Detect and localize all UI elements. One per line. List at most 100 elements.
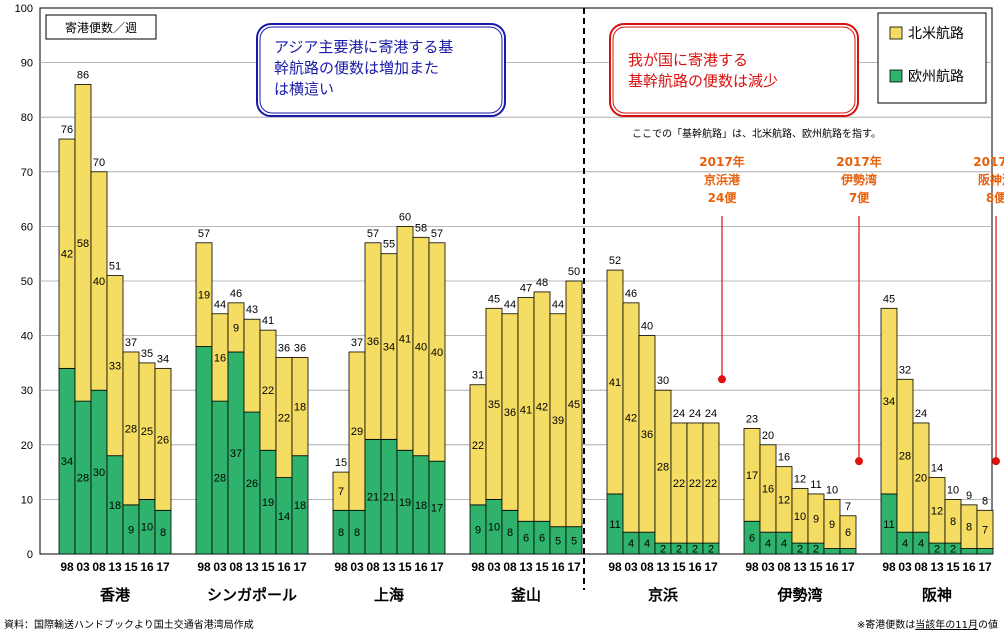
year-label: 15: [672, 560, 686, 574]
year-label: 15: [124, 560, 138, 574]
total-label: 41: [262, 315, 274, 327]
value-label-eu: 2: [797, 544, 803, 556]
year-label: 08: [777, 560, 791, 574]
year-label: 03: [761, 560, 775, 574]
callout-line: アジア主要港に寄港する基: [274, 38, 453, 56]
year-label: 08: [92, 560, 106, 574]
y-axis: 0 10 20 30 40 50 60 70 80 90 100: [15, 3, 33, 561]
value-label-na: 33: [109, 361, 121, 373]
year-label: 98: [471, 560, 485, 574]
port-label: 阪神: [922, 586, 952, 604]
definition-note: ここでの「基幹航路」は、北米航路、欧州航路を指す。: [632, 127, 881, 140]
y-tick-label: 0: [27, 549, 33, 561]
value-label-eu: 6: [539, 533, 545, 545]
callout-line: は横這い: [274, 80, 334, 98]
total-label: 23: [746, 413, 758, 425]
total-label: 24: [673, 408, 685, 420]
value-label-eu: 4: [628, 538, 634, 550]
value-label-eu: 10: [488, 522, 500, 534]
total-label: 52: [609, 255, 621, 267]
bar-eu: [195, 346, 213, 555]
year-label: 13: [108, 560, 122, 574]
value-label-eu: 11: [883, 519, 894, 531]
total-label: 46: [625, 288, 637, 300]
year-label: 15: [261, 560, 275, 574]
blue-callout: アジア主要港に寄港する基幹航路の便数は増加または横這い: [256, 23, 506, 117]
total-label: 46: [230, 288, 242, 300]
annotation-line: 2017年: [836, 154, 881, 169]
annotation-line: 2017年: [973, 154, 1004, 169]
legend-swatch-eu: [889, 69, 903, 83]
year-label: 08: [640, 560, 654, 574]
total-label: 20: [762, 430, 774, 442]
y-tick-label: 30: [21, 385, 33, 397]
red-callout: 我が国に寄港する基幹航路の便数は減少: [609, 23, 859, 117]
total-label: 47: [520, 282, 532, 294]
value-label-eu: 4: [781, 538, 787, 550]
legend-swatch-na: [889, 26, 903, 40]
total-label: 8: [982, 495, 988, 507]
value-label-eu: 2: [692, 544, 698, 556]
port-label: 京浜: [648, 586, 678, 604]
value-label-eu: 34: [61, 456, 73, 468]
value-label-eu: 21: [367, 492, 379, 504]
year-label: 13: [656, 560, 670, 574]
value-label-na: 29: [351, 426, 363, 438]
total-label: 43: [246, 304, 258, 316]
total-label: 40: [641, 321, 653, 333]
total-label: 60: [399, 211, 411, 223]
total-label: 15: [335, 457, 347, 469]
annotations: 2017年京浜港 24便 2017年伊勢湾 7便 2017年阪神港 8便: [699, 154, 1004, 466]
year-label: 15: [535, 560, 549, 574]
total-label: 24: [915, 408, 927, 420]
total-label: 57: [367, 228, 379, 240]
port-label: シンガポール: [207, 586, 297, 604]
total-label: 44: [504, 299, 516, 311]
value-label-na: 16: [762, 483, 774, 495]
bar-eu: [976, 548, 994, 555]
value-label-na: 39: [552, 415, 564, 427]
year-label: 17: [430, 560, 444, 574]
annotation-text: 2017年伊勢湾 7便: [836, 154, 881, 205]
value-label-eu: 26: [246, 478, 258, 490]
year-label: 16: [825, 560, 839, 574]
value-label-na: 58: [77, 238, 89, 250]
total-label: 36: [294, 342, 306, 354]
value-label-na: 45: [568, 399, 580, 411]
total-label: 58: [415, 222, 427, 234]
year-label: 13: [245, 560, 259, 574]
total-label: 10: [947, 484, 959, 496]
year-label: 98: [608, 560, 622, 574]
year-label: 98: [745, 560, 759, 574]
year-label: 08: [914, 560, 928, 574]
value-label-na: 25: [141, 426, 153, 438]
y-tick-label: 70: [21, 167, 33, 179]
value-label-na: 12: [931, 505, 943, 517]
total-label: 57: [198, 228, 210, 240]
value-label-na: 34: [883, 396, 895, 408]
annotation-line: 24便: [708, 190, 738, 205]
annotation-text: 2017年阪神港 8便: [973, 154, 1004, 205]
y-tick-label: 90: [21, 58, 33, 70]
callout-line: 幹航路の便数は増加また: [274, 59, 439, 77]
footnote: ※寄港便数は当該年の11月の値: [857, 618, 998, 631]
value-label-eu: 28: [77, 473, 89, 485]
bar-na: [243, 318, 261, 413]
value-label-eu: 8: [354, 527, 360, 539]
value-label-eu: 21: [383, 492, 395, 504]
year-label: 15: [809, 560, 823, 574]
annotation-marker: [992, 457, 1000, 466]
year-label: 16: [414, 560, 428, 574]
year-label: 17: [841, 560, 855, 574]
value-label-na: 22: [278, 413, 290, 425]
total-label: 24: [705, 408, 717, 420]
y-tick-label: 50: [21, 276, 33, 288]
y-tick-label: 100: [15, 3, 33, 15]
value-label-eu: 6: [523, 533, 529, 545]
value-label-na: 6: [845, 527, 851, 539]
year-label: 98: [882, 560, 896, 574]
value-label-na: 8: [966, 522, 972, 534]
value-label-eu: 4: [765, 538, 771, 550]
value-label-na: 22: [673, 478, 685, 490]
